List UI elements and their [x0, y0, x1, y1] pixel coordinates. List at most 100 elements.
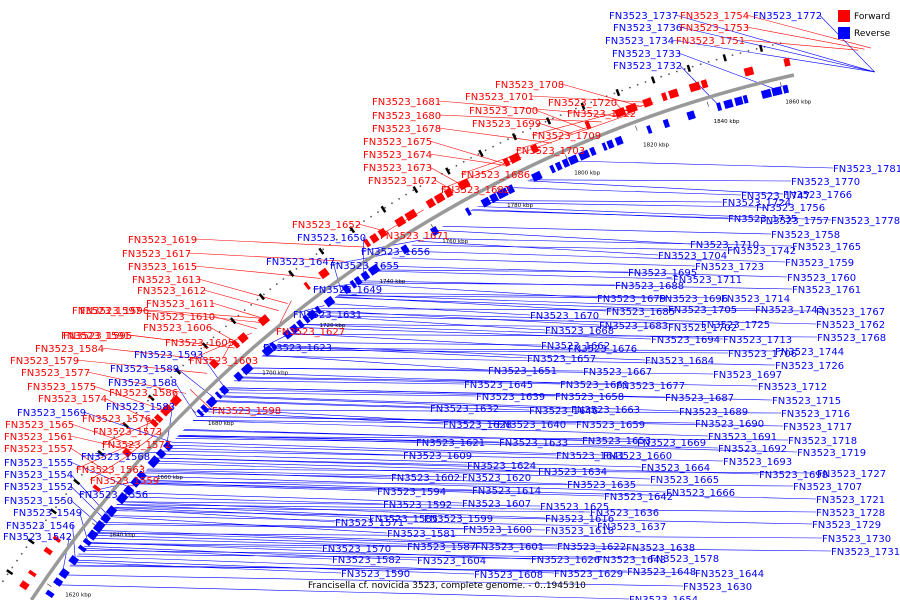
gene-label[interactable]: FN3523_1730 — [822, 534, 891, 545]
gene-label[interactable]: FN3523_1606 — [143, 323, 212, 334]
gene-label[interactable]: FN3523_1636 — [590, 508, 659, 519]
gene-label[interactable]: FN3523_1718 — [788, 436, 857, 447]
gene-label[interactable]: FN3523_1608 — [474, 570, 543, 581]
gene-label[interactable]: FN3523_1704 — [658, 251, 727, 262]
gene-label[interactable]: FN3523_1705 — [668, 305, 737, 316]
gene-label[interactable]: FN3523_1656 — [361, 247, 430, 258]
gene-label[interactable]: FN3523_1647 — [266, 257, 335, 268]
gene-label[interactable]: FN3523_1609 — [403, 451, 472, 462]
gene-label[interactable]: FN3523_1550 — [4, 496, 73, 507]
gene-label[interactable]: FN3523_1678 — [372, 124, 441, 135]
gene-label[interactable]: FN3523_1767 — [816, 307, 885, 318]
gene-label[interactable]: FN3523_1565 — [5, 420, 74, 431]
gene-label[interactable]: FN3523_1601 — [475, 542, 544, 553]
gene-label[interactable]: FN3523_1618 — [545, 526, 614, 537]
gene-label[interactable]: FN3523_1582 — [332, 555, 401, 566]
gene-label[interactable]: FN3523_1679 — [597, 294, 666, 305]
gene-label[interactable]: FN3523_1653 — [582, 436, 651, 447]
gene-label[interactable]: FN3523_1573 — [93, 427, 162, 438]
gene-label[interactable]: FN3523_1712 — [758, 382, 827, 393]
gene-label[interactable]: FN3523_1672 — [368, 176, 437, 187]
gene-label[interactable]: FN3523_1658 — [555, 392, 624, 403]
gene-label[interactable]: FN3523_1642 — [604, 492, 673, 503]
gene-label[interactable]: FN3523_1713 — [723, 335, 792, 346]
gene-label[interactable]: FN3523_1677 — [616, 381, 685, 392]
gene-label[interactable]: FN3523_1583 — [106, 402, 175, 413]
gene-label[interactable]: FN3523_1742 — [727, 246, 796, 257]
gene-label[interactable]: FN3523_1617 — [122, 249, 191, 260]
gene-label[interactable]: FN3523_1690 — [695, 419, 764, 430]
gene-label[interactable]: FN3523_1579 — [10, 356, 79, 367]
gene-label[interactable]: FN3523_1710 — [690, 240, 759, 251]
gene-label[interactable]: FN3523_1646 — [529, 406, 598, 417]
gene-label[interactable]: FN3523_1584 — [35, 344, 104, 355]
gene-label[interactable]: FN3523_1737 — [609, 11, 678, 22]
gene-label[interactable]: FN3523_1680 — [372, 111, 441, 122]
gene-label[interactable]: FN3523_1743 — [755, 305, 824, 316]
gene-label[interactable]: FN3523_1675 — [363, 137, 432, 148]
gene-label[interactable]: FN3523_1655 — [330, 261, 399, 272]
gene-label[interactable]: FN3523_1637 — [597, 522, 666, 533]
gene-label[interactable]: FN3523_1659 — [576, 420, 645, 431]
gene-label[interactable]: FN3523_1589 — [110, 364, 179, 375]
gene-label[interactable]: FN3523_1691 — [708, 432, 777, 443]
gene-label[interactable]: FN3523_1654 — [629, 595, 698, 600]
gene-label[interactable]: FN3523_1744 — [775, 347, 844, 358]
gene-label[interactable]: FN3523_1766 — [783, 190, 852, 201]
gene-label[interactable]: FN3523_1613 — [132, 275, 201, 286]
gene-label[interactable]: FN3523_1716 — [781, 409, 850, 420]
gene-label[interactable]: FN3523_1772 — [753, 11, 822, 22]
gene-label[interactable]: FN3523_1643 — [597, 555, 666, 566]
gene-label[interactable]: FN3523_1701 — [465, 92, 534, 103]
gene-label[interactable]: FN3523_1641 — [556, 451, 625, 462]
gene-label[interactable]: FN3523_1629 — [554, 569, 623, 580]
gene-label[interactable]: FN3523_1623 — [263, 343, 332, 354]
gene-label[interactable]: FN3523_1733 — [612, 49, 681, 60]
gene-label[interactable]: FN3523_1631 — [293, 310, 362, 321]
gene-label[interactable]: FN3523_1747 — [741, 191, 810, 202]
gene-label[interactable]: FN3523_1695 — [628, 268, 697, 279]
gene-label[interactable]: FN3523_1711 — [673, 275, 742, 286]
gene-label[interactable]: FN3523_1683 — [599, 321, 668, 332]
gene-label[interactable]: FN3523_1593 — [134, 350, 203, 361]
gene-label[interactable]: FN3523_1605 — [165, 338, 234, 349]
gene-label[interactable]: FN3523_1622 — [557, 542, 626, 553]
gene-label[interactable]: FN3523_1768 — [817, 333, 886, 344]
gene-label[interactable]: FN3523_1666 — [666, 488, 735, 499]
gene-label[interactable]: FN3523_1592 — [383, 500, 452, 511]
gene-label[interactable]: FN3523_1639 — [476, 392, 545, 403]
gene-label[interactable]: FN3523_1588 — [108, 378, 177, 389]
gene-label[interactable]: FN3523_1549 — [13, 508, 82, 519]
gene-label[interactable]: FN3523_1577 — [21, 368, 90, 379]
gene-label[interactable]: FN3523_1732 — [613, 61, 682, 72]
gene-label[interactable]: FN3523_1736 — [613, 23, 682, 34]
gene-label[interactable]: FN3523_1715 — [772, 396, 841, 407]
gene-label[interactable]: FN3523_1686 — [461, 170, 530, 181]
gene-label[interactable]: FN3523_1650 — [297, 233, 366, 244]
gene-label[interactable]: FN3523_1542 — [3, 532, 72, 543]
gene-label[interactable]: FN3523_1682 — [441, 185, 510, 196]
gene-label[interactable]: FN3523_1721 — [816, 495, 885, 506]
gene-label[interactable]: FN3523_1555 — [4, 458, 73, 469]
gene-label[interactable]: FN3523_1688 — [615, 281, 684, 292]
gene-label[interactable]: FN3523_1660 — [603, 451, 672, 462]
gene-label[interactable]: FN3523_1762 — [816, 320, 885, 331]
gene-label[interactable]: FN3523_1670 — [530, 311, 599, 322]
gene-label[interactable]: FN3523_1760 — [787, 273, 856, 284]
gene-label[interactable]: FN3523_1665 — [650, 475, 719, 486]
gene-label[interactable]: FN3523_1689 — [679, 407, 748, 418]
gene-label[interactable]: FN3523_1667 — [583, 367, 652, 378]
gene-label[interactable]: FN3523_1598 — [212, 406, 281, 417]
gene-label[interactable]: FN3523_1652 — [292, 220, 361, 231]
gene-label[interactable]: FN3523_1696 — [659, 294, 728, 305]
gene-label[interactable]: FN3523_1614 — [472, 486, 541, 497]
gene-label[interactable]: FN3523_1694 — [651, 335, 720, 346]
gene-label[interactable]: FN3523_1615 — [128, 262, 197, 273]
gene-label[interactable]: FN3523_1578 — [650, 554, 719, 565]
gene-label[interactable]: FN3523_1692 — [718, 444, 787, 455]
gene-label[interactable]: FN3523_1676 — [568, 344, 637, 355]
gene-label[interactable]: FN3523_1603 — [189, 356, 258, 367]
gene-label[interactable]: FN3523_1698 — [759, 470, 828, 481]
gene-label[interactable]: FN3523_1552 — [4, 482, 73, 493]
gene-label[interactable]: FN3523_1724 — [722, 198, 791, 209]
